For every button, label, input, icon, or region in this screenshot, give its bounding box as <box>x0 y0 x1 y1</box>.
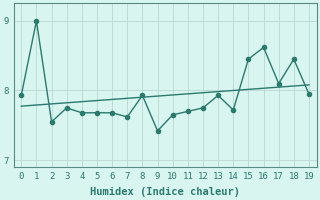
X-axis label: Humidex (Indice chaleur): Humidex (Indice chaleur) <box>90 186 240 197</box>
